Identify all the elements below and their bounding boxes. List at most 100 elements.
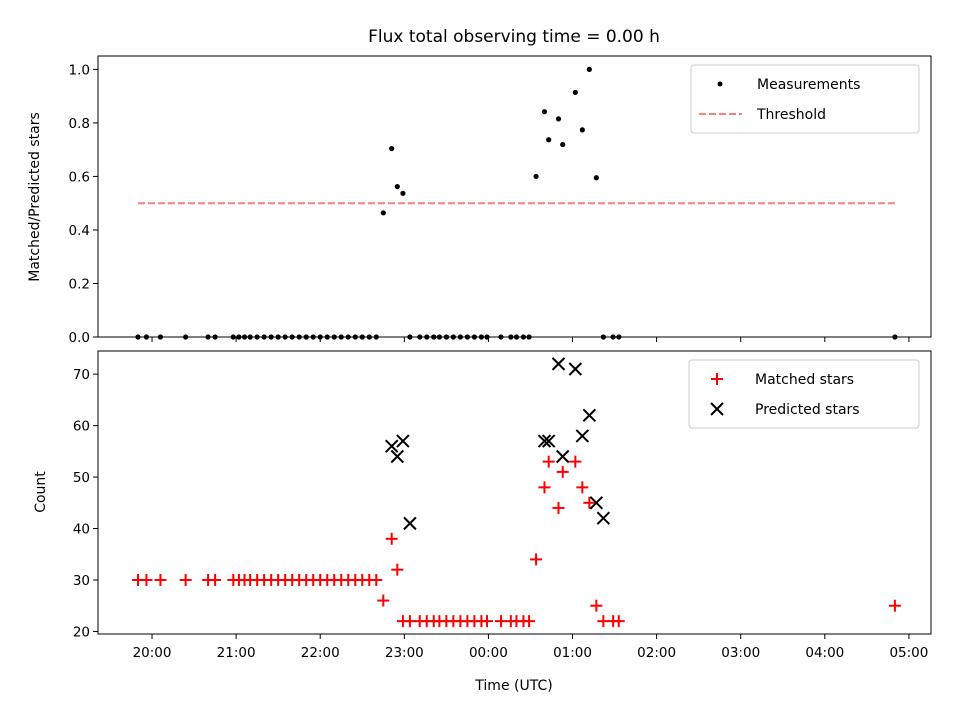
measurement-point	[317, 334, 323, 340]
measurement-point	[157, 334, 164, 340]
measurement-point	[236, 334, 242, 340]
measurement-point	[526, 334, 532, 340]
matched-star-point	[590, 599, 603, 612]
measurement-point	[546, 137, 552, 143]
measurement-point	[579, 127, 585, 133]
measurement-point	[436, 334, 442, 340]
x-axis-label: Time (UTC)	[474, 678, 552, 694]
predicted-star-point	[582, 408, 597, 423]
matched-star-point	[888, 599, 901, 612]
legend-threshold-label: Threshold	[756, 107, 826, 123]
top-y-tick-label: 0.6	[69, 169, 90, 185]
measurement-point	[616, 334, 622, 340]
measurement-point	[407, 334, 413, 340]
measurement-point	[282, 334, 288, 340]
measurement-point	[241, 334, 248, 340]
legend-predicted-marker	[710, 402, 724, 416]
measurement-point	[254, 334, 260, 340]
legend-predicted-label: Predicted stars	[755, 402, 860, 418]
top-legend: Measurements Threshold	[690, 64, 920, 134]
measurement-point	[296, 334, 302, 340]
measurement-point	[268, 334, 274, 340]
measurement-point	[345, 334, 351, 340]
measurement-point	[338, 334, 344, 340]
measurement-point	[417, 334, 423, 340]
measurement-point	[400, 190, 406, 196]
bottom-y-tick-label: 20	[73, 624, 90, 640]
predicted-star-point	[555, 449, 570, 464]
measurement-point	[373, 334, 379, 340]
matched-star-point	[612, 615, 625, 628]
matched-star-point	[576, 481, 589, 494]
measurement-point	[303, 334, 309, 340]
measurement-point	[593, 175, 599, 181]
measurement-point	[380, 210, 386, 216]
bottom-y-ticks: 20 30 40 50 60 70	[73, 367, 98, 640]
measurement-point	[324, 334, 330, 340]
measurement-point	[389, 145, 395, 152]
bottom-y-tick-label: 30	[73, 573, 90, 589]
bottom-series	[132, 357, 901, 628]
x-tick-label: 01:00	[553, 645, 592, 661]
measurement-point	[394, 183, 400, 190]
matched-star-point	[538, 481, 551, 494]
bottom-y-tick-label: 40	[73, 522, 90, 538]
measurement-point	[230, 334, 236, 340]
legend-measurements-marker	[717, 81, 723, 87]
measurement-point	[443, 334, 449, 340]
matched-star-point	[391, 563, 404, 576]
matched-star-point	[370, 573, 383, 586]
measurement-point	[366, 334, 372, 340]
measurement-point	[143, 334, 150, 340]
x-tick-label: 03:00	[721, 645, 760, 661]
bottom-y-tick-label: 60	[73, 419, 90, 435]
matched-star-point	[481, 615, 494, 628]
bottom-panel: 20 30 40 50 60 70 20:00 21:00 22:00 23:00 00:00 01…	[33, 350, 932, 694]
measurement-point	[533, 173, 539, 180]
measurement-point	[135, 334, 141, 340]
measurement-point	[498, 334, 504, 340]
measurement-point	[610, 334, 616, 340]
matched-star-point	[179, 573, 192, 586]
measurement-point	[261, 334, 267, 340]
measurement-point	[892, 334, 898, 340]
x-tick-label: 04:00	[805, 645, 844, 661]
matched-star-point	[377, 594, 390, 607]
legend-matched-label: Matched stars	[755, 372, 854, 388]
measurement-point	[310, 334, 316, 340]
bottom-legend-box	[688, 359, 920, 429]
top-y-tick-label: 0.4	[69, 223, 90, 239]
matched-star-point	[523, 615, 536, 628]
predicted-star-point	[551, 357, 566, 371]
matched-star-point	[569, 455, 582, 468]
measurement-point	[555, 116, 562, 122]
matched-star-point	[556, 465, 569, 478]
predicted-star-point	[568, 362, 583, 376]
matched-star-point	[583, 496, 596, 509]
bottom-y-axis-label: Count	[33, 471, 49, 513]
measurement-point	[508, 334, 514, 340]
measurement-point	[205, 334, 211, 340]
measurement-point	[352, 334, 358, 340]
measurement-point	[450, 334, 456, 340]
measurement-point	[541, 109, 548, 115]
top-legend-box	[690, 64, 920, 134]
measurement-point	[331, 334, 337, 340]
bottom-y-tick-label: 70	[73, 367, 90, 383]
measurement-point	[359, 334, 365, 340]
top-panel: 0.0 0.2 0.4 0.6 0.8 1.0 Matched/Predicted sta…	[27, 55, 932, 346]
top-series	[135, 66, 898, 340]
predicted-star-point	[390, 449, 405, 464]
measurement-point	[471, 334, 477, 340]
measurement-point	[484, 334, 490, 340]
measurement-point	[457, 334, 463, 340]
top-y-axis-label: Matched/Predicted stars	[27, 112, 43, 282]
x-tick-label: 00:00	[469, 645, 508, 661]
x-tick-label: 05:00	[889, 645, 928, 661]
top-y-tick-label: 0.8	[69, 116, 90, 132]
matched-star-point	[209, 573, 222, 586]
predicted-star-point	[541, 434, 556, 448]
bottom-plot-frame	[97, 350, 932, 635]
measurement-point	[464, 334, 470, 340]
measurement-point	[560, 141, 566, 148]
